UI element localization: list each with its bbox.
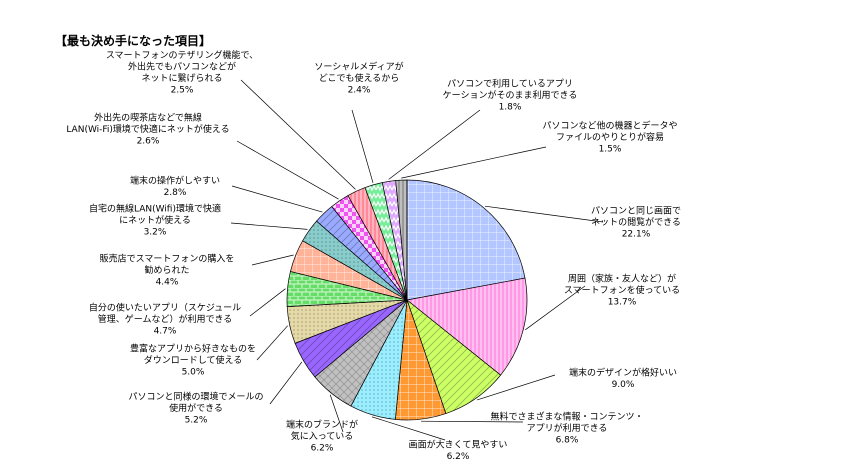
leader-line [231,185,323,213]
slice-label: ソーシャルメディアがどこでも使えるから 2.4% [314,61,403,96]
slice-label: 自分の使いたいアプリ（スケジュール管理、ゲームなど）が利用できる 4.7% [89,302,241,337]
leader-line [240,79,356,190]
slice-label: 画面が大きくて見やすい 6.2% [409,438,508,462]
leader-line [476,374,556,401]
leader-line [484,205,604,223]
leader-line [421,420,524,423]
leader-lines [230,79,604,441]
pie-slice [395,179,408,301]
leader-line [269,361,303,405]
slice-label: パソコンと同じ画面でネットの閲覧ができる 22.1% [591,206,681,240]
leader-line [401,146,547,179]
pie-slices [286,179,528,421]
slice-label: スマートフォンのテザリング機能で、外出先でもパソコンなどがネットに繋げられる 2.… [106,49,258,96]
chart-title: 【最も決め手になった項目】 [55,34,212,48]
leader-line [525,285,586,331]
leader-line [329,394,344,433]
pie-slice [406,277,528,376]
leader-line [256,325,288,361]
slice-label: 販売店でスマートフォンの購入を勧められた 4.4% [100,253,235,288]
slice-label: 無料でさまざまな情報・コンテンツ・アプリが利用できる 6.8% [490,411,643,446]
leader-line [249,288,286,317]
leader-line [388,109,481,180]
slice-labels: パソコンと同じ画面でネットの閲覧ができる 22.1% 周囲（家族・友人など）がスマー… [66,49,681,462]
slice-label: 外出先の喫茶店などで無線 LAN(Wi-Fi)環境で快適にネットが使える 2.6% [66,112,229,147]
slice-label: 端末のブランドが気に入っている 6.2% [286,419,358,454]
leader-line [230,222,308,230]
slice-label: 端末のデザインが格好いい 9.0% [569,366,677,390]
leader-line [236,140,339,200]
leader-line [251,254,294,266]
pie-slice [406,179,526,301]
slice-label: パソコンで利用しているアプリケーションがそのまま利用できる 1.8% [443,78,578,113]
slice-label: パソコンなど他の機器とデータやファイルのやりとりが容易 1.5% [542,120,677,155]
slice-label: 豊富なアプリから好きなものをダウンロードして使える 5.0% [130,343,256,378]
leader-line [371,416,446,441]
slice-label: 端末の操作がしやすい 2.8% [130,174,220,198]
slice-label: 自宅の無線LAN(Wifi)環境で快適にネットが使える 3.2% [89,203,221,238]
slice-label: 周囲（家族・友人など）がスマートフォンを使っている 13.7% [564,273,680,308]
leader-line [351,109,374,183]
slice-label: パソコンと同様の環境でメールの使用ができる 5.2% [128,391,263,426]
